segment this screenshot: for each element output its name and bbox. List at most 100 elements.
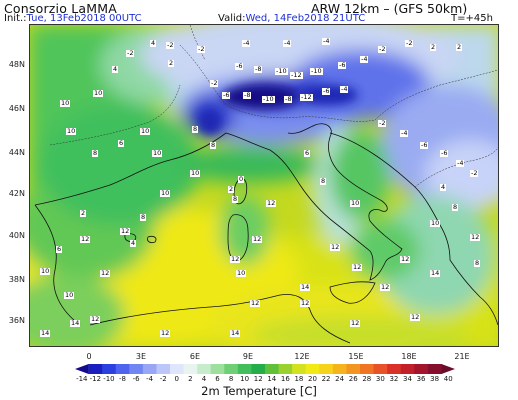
colorbar [75,364,455,374]
colorbar-swatch [414,364,429,374]
colorbar-swatch [237,364,252,374]
valid-value: Wed, 14Feb2018 21UTC [245,13,366,24]
temperature-value-label: 12 [470,233,481,241]
temperature-value-label: 14 [230,329,241,337]
temperature-value-label: -2 [166,41,175,49]
colorbar-tick-label: -4 [146,375,154,383]
temperature-value-label: 4 [150,39,157,47]
temperature-value-label: 12 [252,235,263,243]
temperature-value-label: 10 [160,189,171,197]
colorbar-tick-label: 34 [403,375,412,383]
temperature-value-label: -2 [470,169,479,177]
lat-label-42n: 42N [8,189,25,198]
colorbar-tick-label: 32 [389,375,399,383]
temperature-value-label: 12 [266,199,277,207]
temperature-value-label: 12 [380,283,391,291]
colorbar-swatch [360,364,375,374]
temperature-value-label: -2 [405,39,414,47]
temperature-value-label: 10 [40,267,51,275]
colorbar-swatch [292,364,307,374]
temperature-value-label: 10 [430,219,441,227]
colorbar-swatch [88,364,103,374]
temperature-value-label: 8 [210,141,217,149]
colorbar-swatch [210,364,225,374]
colorbar-swatch [278,364,293,374]
temperature-value-label: 2 [430,43,437,51]
temperature-value-label: 6 [118,139,125,147]
colorbar-tick-label: 10 [240,375,250,383]
colorbar-swatch [373,364,388,374]
colorbar-tick-label: 8 [228,375,234,383]
temperature-value-label: 10 [152,149,163,157]
temperature-value-label: 14 [300,283,311,291]
temperature-value-label: 12 [400,255,411,263]
init-value: Tue, 13Feb2018 00UTC [26,13,142,24]
temperature-value-label: -10 [275,67,288,75]
temperature-value-label: 8 [320,177,327,185]
lat-label-36n: 36N [8,316,25,325]
temperature-value-label: -4 [242,39,251,47]
lon-label-12e: 12E [294,352,310,361]
temperature-value-label: 10 [236,269,247,277]
temperature-value-label: 8 [140,213,147,221]
temperature-value-label: 10 [64,291,75,299]
colorbar-tick-label: -8 [119,375,126,383]
temperature-value-label: -12 [300,93,313,101]
temperature-field [30,25,498,346]
init-time: Init.:Tue, 13Feb2018 00UTC [4,13,142,24]
temperature-value-label: 8 [92,149,99,157]
temperature-value-label: 6 [56,245,63,253]
colorbar-tick-label: 16 [280,375,290,383]
lon-label-6e: 6E [189,352,201,361]
temperature-value-label: 6 [304,149,311,157]
colorbar-swatch [265,364,280,374]
temperature-value-label: 12 [230,255,241,263]
colorbar-swatch [197,364,212,374]
temperature-value-label: -8 [284,95,293,103]
temperature-value-label: 8 [232,195,239,203]
temperature-value-label: 10 [190,169,201,177]
temperature-value-label: -6 [235,62,244,70]
colorbar-swatch [319,364,334,374]
colorbar-swatch [427,364,442,374]
colorbar-swatch [115,364,130,374]
colorbar-tick-label: 4 [201,375,207,383]
colorbar-swatch [400,364,415,374]
colorbar-tick-label: 38 [430,375,440,383]
colorbar-tick-label: 0 [174,375,180,383]
temperature-value-label: -10 [262,95,275,103]
temperature-value-label: 10 [66,127,77,135]
colorbar-tick-label: 2 [188,375,193,383]
colorbar-swatch [387,364,402,374]
temperature-value-label: -2 [210,79,219,87]
temperature-value-label: -2 [378,45,387,53]
temperature-value-label: -6 [322,87,331,95]
temperature-value-label: 12 [120,227,131,235]
valid-time: Valid:Wed, 14Feb2018 21UTC [218,13,365,24]
lat-label-44n: 44N [8,148,25,157]
colorbar-swatch [170,364,185,374]
colorbar-tick-label: -2 [159,375,167,383]
temperature-value-label: 14 [70,319,81,327]
colorbar-tick-label: -14 [76,375,88,383]
temperature-value-label: 14 [430,269,441,277]
colorbar-tick-label: -10 [103,375,115,383]
colorbar-tick-label: 30 [375,375,385,383]
colorbar-tick-label: 12 [253,375,263,383]
temperature-value-label: 8 [474,259,481,267]
producer-title: Consorzio LaMMA [4,1,117,16]
legend-title: 2m Temperature [C] [201,384,317,398]
temperature-value-label: 12 [300,299,311,307]
temperature-value-label: -8 [254,65,263,73]
lat-label-46n: 46N [8,104,25,113]
borders [49,25,498,188]
colorbar-swatch [75,364,89,374]
temperature-value-label: 12 [250,299,261,307]
temperature-value-label: -10 [310,67,323,75]
colorbar-tick-label: -12 [89,375,102,383]
temperature-value-label: 10 [93,89,104,97]
temperature-map [29,24,499,347]
colorbar-swatch [251,364,266,374]
temperature-value-label: -8 [243,91,252,99]
temperature-value-label: 2 [228,185,235,193]
